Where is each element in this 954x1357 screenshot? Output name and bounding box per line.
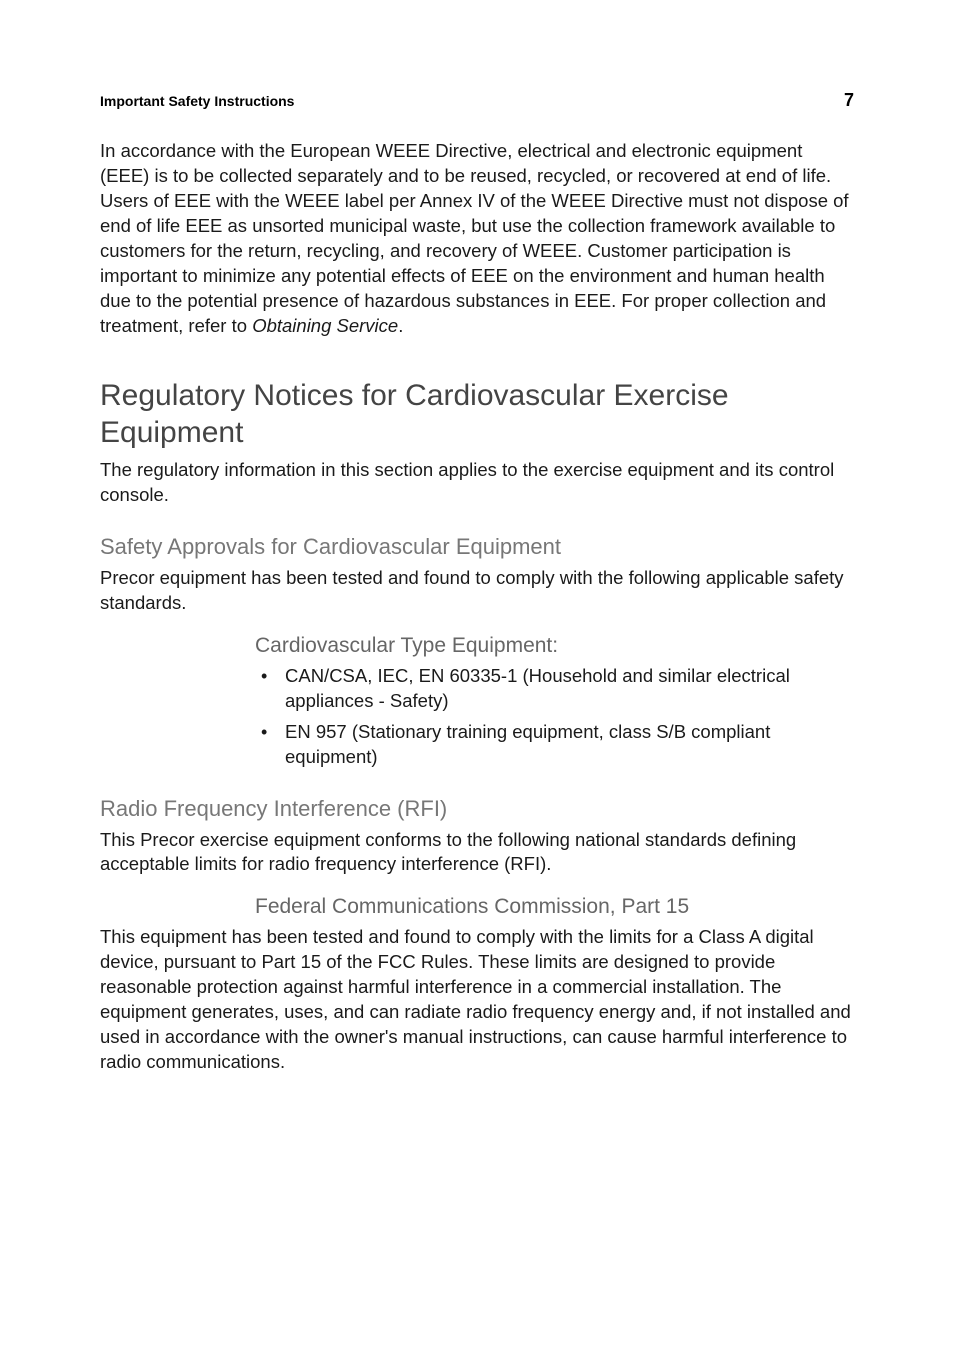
page-header: Important Safety Instructions 7	[100, 90, 854, 111]
list-item: CAN/CSA, IEC, EN 60335-1 (Household and …	[285, 664, 854, 714]
page-container: Important Safety Instructions 7 In accor…	[0, 0, 954, 1153]
weee-text-suffix: .	[398, 315, 403, 336]
weee-paragraph: In accordance with the European WEEE Dir…	[100, 139, 854, 339]
cardio-equipment-list: CAN/CSA, IEC, EN 60335-1 (Household and …	[255, 664, 854, 770]
safety-approvals-intro: Precor equipment has been tested and fou…	[100, 566, 854, 616]
fcc-body: This equipment has been tested and found…	[100, 925, 854, 1075]
list-item: EN 957 (Stationary training equipment, c…	[285, 720, 854, 770]
header-page-number: 7	[844, 90, 854, 111]
regulatory-notices-intro: The regulatory information in this secti…	[100, 458, 854, 508]
rfi-heading: Radio Frequency Interference (RFI)	[100, 796, 854, 822]
safety-approvals-heading: Safety Approvals for Cardiovascular Equi…	[100, 534, 854, 560]
header-section-name: Important Safety Instructions	[100, 93, 294, 109]
cardio-equipment-subheading: Cardiovascular Type Equipment:	[255, 634, 854, 658]
regulatory-notices-heading: Regulatory Notices for Cardiovascular Ex…	[100, 377, 854, 452]
weee-text-italic: Obtaining Service	[252, 315, 398, 336]
fcc-subheading: Federal Communications Commission, Part …	[255, 895, 854, 919]
weee-text-prefix: In accordance with the European WEEE Dir…	[100, 140, 849, 336]
rfi-intro: This Precor exercise equipment conforms …	[100, 828, 854, 878]
